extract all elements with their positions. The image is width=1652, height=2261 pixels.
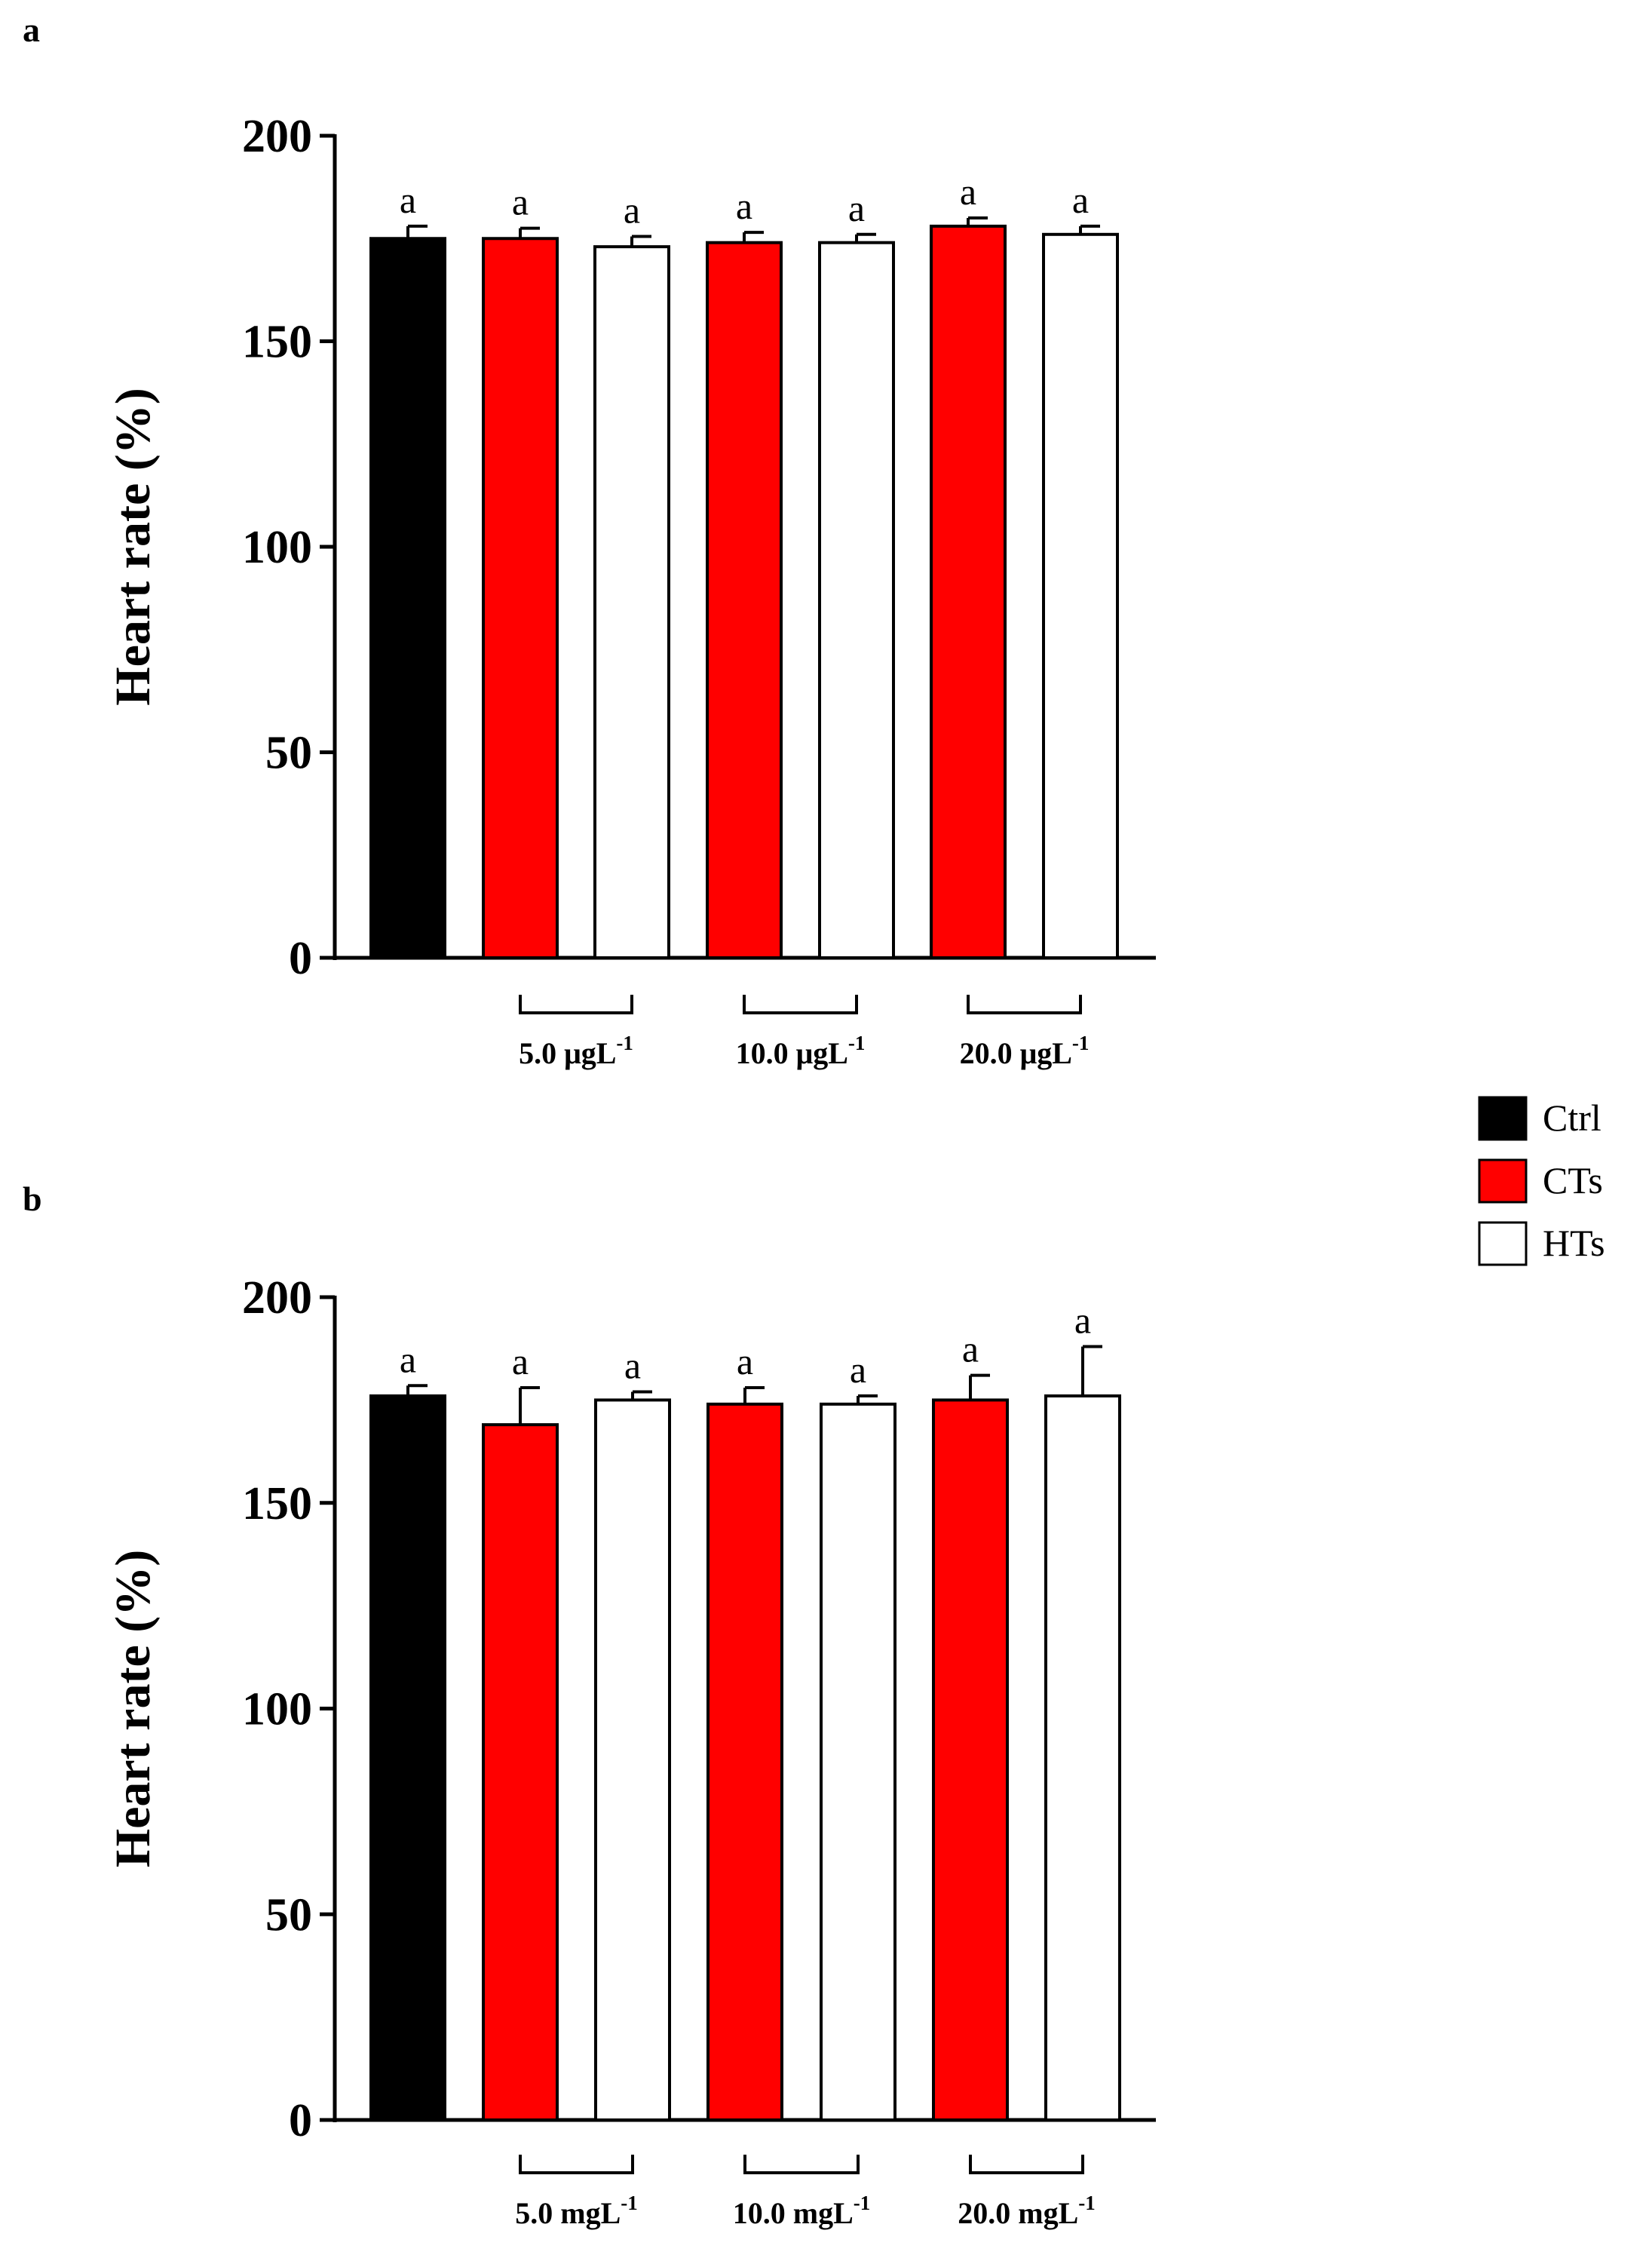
y-tick-label: 200 — [242, 111, 312, 162]
bar-cts — [706, 1402, 783, 2121]
significance-label: a — [1074, 1299, 1091, 1341]
bar-hts — [818, 241, 895, 959]
group-bracket — [743, 2155, 860, 2174]
bar-ctrl — [369, 237, 446, 959]
legend-label-hts: HTs — [1543, 1222, 1605, 1264]
y-tick-label: 100 — [242, 522, 312, 573]
legend-label-ctrl: Ctrl — [1543, 1097, 1601, 1139]
bar-cts — [932, 1398, 1009, 2121]
y-tick-label: 150 — [242, 1478, 312, 1529]
significance-label: a — [848, 187, 865, 229]
bar-hts — [1042, 232, 1119, 959]
panel-b: b 0 50 100 150 200 Heart rate (%) a a a a a a a 5.0 mg… — [23, 1180, 1156, 2230]
group-bracket — [969, 2155, 1084, 2174]
y-tick-label: 100 — [242, 1684, 312, 1735]
bar-cts — [482, 1423, 559, 2121]
panel-letter: a — [23, 11, 40, 49]
y-axis-label: Heart rate (%) — [106, 1550, 161, 1867]
legend-swatch-cts — [1478, 1158, 1528, 1204]
significance-label: a — [1072, 179, 1089, 221]
y-axis-label: Heart rate (%) — [106, 388, 161, 705]
y-tick-label: 50 — [265, 728, 312, 779]
y-tick-label: 50 — [265, 1889, 312, 1940]
significance-label: a — [962, 1328, 979, 1370]
bar-ctrl — [369, 1394, 446, 2122]
group-label: 5.0 μgL-1 — [519, 1032, 633, 1070]
significance-label: a — [624, 1344, 641, 1386]
significance-label: a — [624, 189, 640, 232]
group-bracket — [519, 2155, 634, 2174]
group-bracket — [519, 995, 633, 1014]
bar-hts — [593, 245, 670, 959]
bar-cts — [930, 224, 1007, 959]
significance-label: a — [400, 1338, 416, 1380]
bar-hts — [1044, 1394, 1121, 2122]
panel-letter: b — [23, 1180, 42, 1218]
legend-swatch-hts — [1478, 1221, 1528, 1266]
significance-label: a — [400, 179, 416, 221]
group-label: 20.0 mgL-1 — [958, 2192, 1096, 2230]
significance-label: a — [512, 181, 529, 223]
group-label: 5.0 mgL-1 — [515, 2192, 638, 2230]
significance-label: a — [960, 170, 976, 213]
y-tick-label: 200 — [242, 1272, 312, 1324]
y-tick-label: 0 — [289, 2095, 312, 2146]
legend: Ctrl CTs HTs — [1478, 1096, 1605, 1266]
group-bracket — [743, 995, 858, 1014]
significance-label: a — [736, 185, 752, 227]
group-bracket — [967, 995, 1082, 1014]
group-label: 10.0 mgL-1 — [733, 2192, 871, 2230]
group-label: 10.0 μgL-1 — [736, 1032, 866, 1070]
significance-label: a — [737, 1340, 753, 1382]
significance-label: a — [850, 1348, 866, 1391]
bar-hts — [594, 1398, 671, 2121]
group-label: 20.0 μgL-1 — [960, 1032, 1090, 1070]
panel-a: a 0 50 100 150 200 Heart rate (%) a a a a a a a 5.0 μg… — [23, 11, 1156, 1070]
bar-cts — [706, 241, 783, 959]
legend-label-cts: CTs — [1543, 1159, 1603, 1201]
y-tick-label: 0 — [289, 933, 312, 984]
legend-swatch-ctrl — [1478, 1096, 1528, 1141]
bar-hts — [820, 1402, 896, 2121]
bar-cts — [482, 237, 559, 959]
significance-label: a — [512, 1340, 529, 1382]
y-tick-label: 150 — [242, 317, 312, 368]
